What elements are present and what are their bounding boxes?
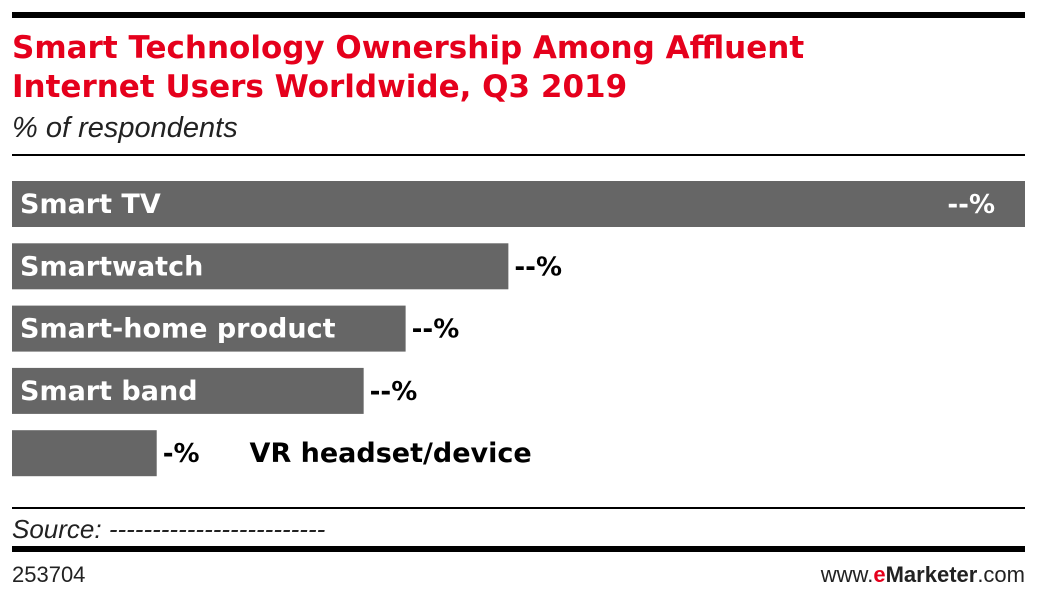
brand: www.eMarketer.com bbox=[820, 562, 1025, 587]
rule bbox=[12, 507, 1025, 509]
source: Source: ------------------------- bbox=[12, 514, 326, 544]
value-label: --% bbox=[514, 252, 562, 282]
chart-title-line: Smart Technology Ownership Among Affluen… bbox=[12, 30, 804, 66]
bar bbox=[12, 367, 364, 414]
brand-part: www. bbox=[820, 562, 874, 587]
category-label: Smart TV bbox=[20, 189, 161, 220]
brand-part: Marketer bbox=[886, 562, 978, 587]
chart-title-line: Internet Users Worldwide, Q3 2019 bbox=[12, 69, 627, 105]
bottom-rule bbox=[12, 546, 1025, 552]
value-label: --% bbox=[947, 190, 995, 220]
top-rule bbox=[12, 12, 1025, 18]
brand-part: .com bbox=[977, 562, 1025, 587]
category-label: VR headset/device bbox=[250, 438, 532, 469]
bar bbox=[12, 430, 157, 477]
brand-part: e bbox=[873, 562, 885, 587]
value-label: -% bbox=[163, 439, 200, 469]
category-label: Smart band bbox=[20, 376, 198, 407]
bar bbox=[12, 243, 509, 290]
bar bbox=[12, 305, 406, 352]
category-label: Smartwatch bbox=[20, 251, 203, 282]
rule bbox=[12, 154, 1025, 156]
value-label: --% bbox=[370, 377, 418, 407]
chart-id: 253704 bbox=[12, 562, 85, 587]
bar bbox=[12, 181, 1025, 227]
category-label: Smart-home product bbox=[20, 314, 336, 345]
chart-subtitle: % of respondents bbox=[12, 112, 238, 144]
value-label: --% bbox=[412, 315, 460, 345]
